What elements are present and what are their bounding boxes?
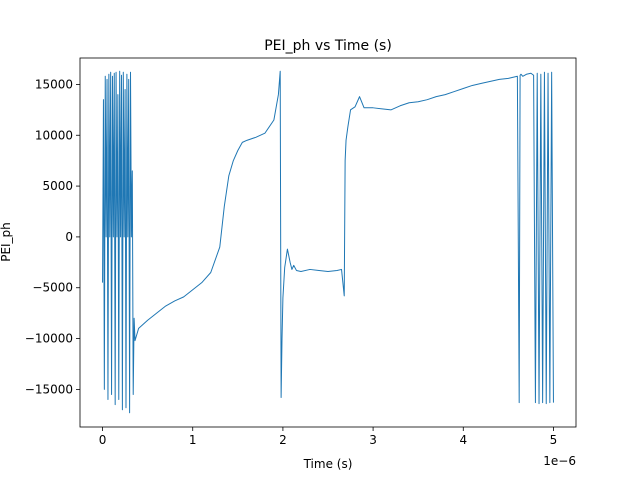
y-tick-label: 5000 — [42, 179, 73, 193]
x-axis-ticks: 0 1 2 3 4 5 — [99, 427, 558, 447]
y-tick-label: 10000 — [35, 128, 73, 142]
chart-title: PEI_ph vs Time (s) — [264, 38, 392, 54]
x-tick-label: 1 — [189, 433, 197, 447]
y-axis-title: PEI_ph — [0, 222, 13, 262]
y-tick-label: −10000 — [25, 332, 73, 346]
x-axis-title: Time (s) — [303, 457, 353, 471]
y-tick-label: 0 — [65, 230, 73, 244]
y-tick-label: −5000 — [32, 281, 73, 295]
x-tick-label: 0 — [99, 433, 107, 447]
x-tick-label: 2 — [279, 433, 287, 447]
y-tick-label: −15000 — [25, 382, 73, 396]
series-group — [102, 70, 554, 414]
y-axis-ticks: −15000 −10000 −5000 0 5000 10000 15000 — [25, 77, 80, 396]
x-tick-label: 5 — [550, 433, 558, 447]
x-tick-label: 3 — [369, 433, 377, 447]
y-tick-label: 15000 — [35, 77, 73, 91]
series-line-0 — [102, 70, 554, 414]
x-tick-label: 4 — [459, 433, 467, 447]
axes-frame — [79, 57, 577, 428]
plot-area: 0 1 2 3 4 5 −15000 −10000 −5000 0 5000 10000 15000 — [25, 57, 577, 447]
x-offset-label: 1e−6 — [543, 454, 576, 468]
